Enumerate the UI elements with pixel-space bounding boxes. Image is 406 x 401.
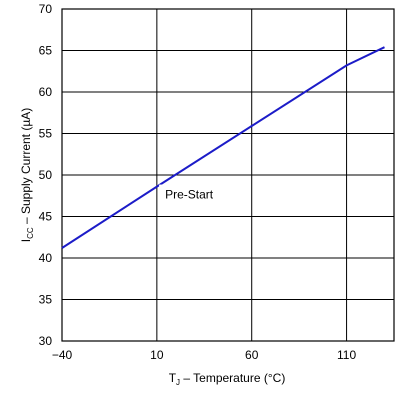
plot-frame (61, 8, 395, 342)
y-tick-label: 45 (39, 210, 53, 224)
x-axis-label-sub: J (176, 378, 180, 387)
y-axis-label: ICC – Supply Current (µA) (19, 108, 35, 243)
y-tick-labels: 30 35 40 45 50 55 60 65 70 (39, 2, 53, 348)
y-axis-label-rest: – Supply Current (µA) (19, 108, 33, 228)
x-tick-labels: −40 10 60 110 (52, 348, 357, 362)
x-axis-label-rest: – Temperature (°C) (180, 371, 285, 385)
x-axis-label: TJ – Temperature (°C) (169, 371, 286, 387)
pre-start-annotation: Pre-Start (165, 188, 214, 202)
grid-lines (62, 9, 394, 341)
y-axis-label-sub: CC (26, 227, 35, 239)
x-tick-label: 60 (245, 348, 259, 362)
annotations-group: Pre-Start (159, 184, 220, 203)
x-tick-label: 110 (337, 348, 356, 362)
annotation-background (159, 184, 220, 203)
y-tick-label: 30 (39, 334, 53, 348)
y-tick-label: 35 (39, 293, 53, 307)
y-tick-label: 55 (39, 127, 53, 141)
x-axis-label-main: T (169, 371, 177, 385)
x-tick-label: 10 (150, 348, 164, 362)
x-tick-label: −40 (52, 348, 73, 362)
y-axis-label-main: I (19, 239, 33, 242)
y-tick-label: 50 (39, 168, 53, 182)
series-group (61, 46, 385, 249)
y-tick-label: 70 (39, 2, 53, 16)
y-tick-label: 65 (39, 44, 53, 58)
y-tick-label: 40 (39, 251, 53, 265)
series-line (61, 46, 385, 249)
y-tick-label: 60 (39, 85, 53, 99)
